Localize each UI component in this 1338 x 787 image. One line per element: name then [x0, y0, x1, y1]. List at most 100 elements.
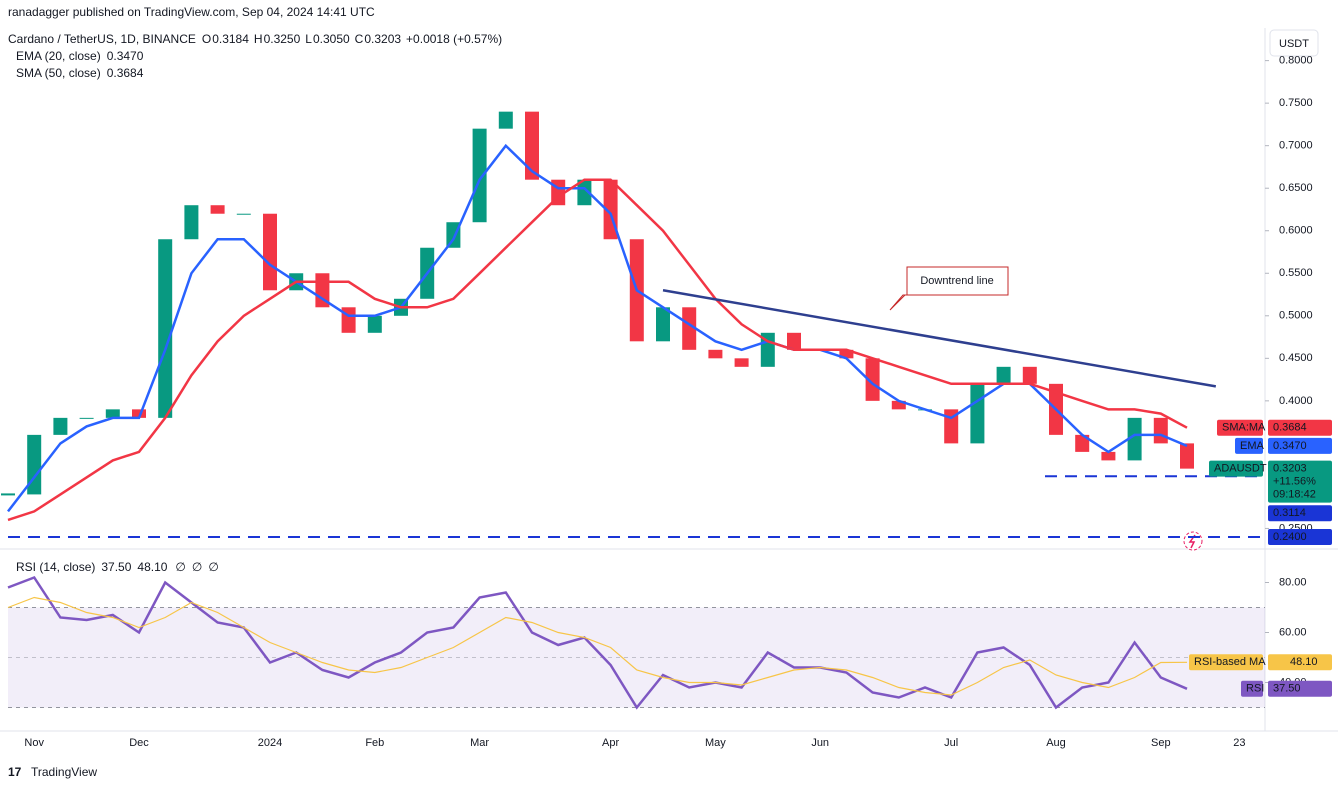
- candle: [1180, 443, 1194, 469]
- symbol-tag-bg: [1209, 460, 1263, 477]
- candle: [158, 239, 173, 418]
- legend-text: C: [355, 32, 364, 46]
- ema-tag-bg: [1235, 437, 1263, 454]
- candle: [105, 409, 120, 418]
- candle: [210, 205, 225, 214]
- x-tick-label: Feb: [365, 737, 384, 749]
- legend-text: SMA (50, close): [16, 66, 101, 80]
- x-tick-label: Nov: [24, 737, 44, 749]
- y-tick-label: 0.5500: [1279, 267, 1313, 279]
- candle: [891, 400, 906, 410]
- ema-tag: EMA: [1240, 440, 1265, 452]
- alert-icon[interactable]: [1183, 531, 1203, 551]
- trendline: [662, 289, 1217, 388]
- legend-text: 37.50: [101, 560, 131, 574]
- candle: [341, 307, 356, 333]
- x-tick-label: 2024: [258, 737, 282, 749]
- price-change: +11.56%: [1273, 476, 1316, 488]
- legend-text: 0.3684: [107, 66, 144, 80]
- sma-tag-bg: [1217, 419, 1263, 436]
- rsi-tag: RSI: [1246, 683, 1264, 695]
- level-value-bg: [1268, 505, 1332, 522]
- rsi-tag-bg: [1241, 680, 1263, 697]
- candle: [1153, 417, 1168, 444]
- sma-tag: SMA:MA: [1222, 422, 1266, 434]
- sma-value: 0.3684: [1273, 422, 1307, 434]
- x-tick-label: May: [705, 737, 726, 749]
- level-value: 0.3114: [1273, 507, 1306, 519]
- candle: [839, 349, 854, 359]
- y-tick-label: 0.4000: [1279, 395, 1313, 407]
- ema-value-bg: [1268, 437, 1332, 454]
- y-tick-label: 0.6500: [1279, 182, 1313, 194]
- candle: [525, 111, 539, 180]
- y-tick-label: 80.00: [1279, 576, 1307, 588]
- candle: [132, 409, 146, 418]
- candle: [263, 213, 277, 291]
- legend-text: EMA (20, close): [16, 49, 101, 63]
- candle: [708, 349, 723, 359]
- alert-bolt: [1188, 534, 1196, 549]
- candle: [53, 417, 68, 435]
- candle: [367, 315, 382, 333]
- sma-value-bg: [1268, 419, 1332, 436]
- currency-button[interactable]: [1269, 29, 1319, 57]
- candle: [970, 383, 985, 444]
- ma-line: [7, 143, 1188, 513]
- callout-box: [889, 266, 1009, 311]
- legend-text: 0.3050: [313, 32, 350, 46]
- candle: [1, 493, 15, 496]
- candle: [787, 332, 801, 350]
- x-tick-label: Dec: [129, 737, 149, 749]
- candle: [865, 358, 880, 401]
- callout-text: Downtrend line: [920, 275, 993, 287]
- symbol-tag: ADAUSDT: [1214, 463, 1267, 475]
- candle: [1101, 451, 1116, 461]
- rsi-ma-value-bg: [1268, 654, 1332, 671]
- rsi-ma-value: 48.10: [1290, 656, 1318, 668]
- candle: [996, 366, 1011, 384]
- ema-value: 0.3470: [1273, 440, 1307, 452]
- legend-text: L: [305, 32, 312, 46]
- publisher: ranadagger published on TradingView.com,…: [8, 5, 375, 19]
- legend-text: 0.3470: [107, 49, 144, 63]
- y-tick-label: 0.5000: [1279, 310, 1313, 322]
- candle: [1022, 366, 1037, 384]
- candle: [577, 179, 592, 206]
- legend-text: H: [254, 32, 263, 46]
- x-tick-label: Mar: [470, 737, 489, 749]
- y-tick-label: 0.7500: [1279, 97, 1313, 109]
- level-value-bg: [1268, 528, 1332, 545]
- candle: [682, 307, 697, 350]
- legend-text: 0.3184: [212, 32, 249, 46]
- legend-text: 48.10: [137, 560, 167, 574]
- level-value: 0.2400: [1273, 531, 1307, 543]
- x-tick-label: Jul: [944, 737, 958, 749]
- legend-text: +0.0018 (+0.57%): [406, 32, 502, 46]
- legend-text: RSI (14, close): [16, 560, 95, 574]
- candle: [1075, 434, 1090, 452]
- rsi-ma-tag: RSI-based MA: [1194, 656, 1266, 668]
- candle: [184, 205, 199, 240]
- candle: [236, 213, 251, 215]
- legend-text: ∅: [192, 560, 202, 574]
- legend-text: ∅: [208, 560, 218, 574]
- countdown: 09:18:42: [1273, 489, 1316, 501]
- candle: [734, 358, 749, 367]
- legend-text: 0.3250: [264, 32, 301, 46]
- logo-mark: 17: [8, 765, 22, 779]
- rsi-value-bg: [1268, 680, 1332, 697]
- legend-text: ∅: [175, 560, 185, 574]
- candle: [656, 307, 670, 342]
- legend-text: 0.3203: [364, 32, 401, 46]
- rsi-line: [7, 575, 1188, 710]
- x-tick-label: Apr: [602, 737, 619, 749]
- candle: [27, 434, 42, 495]
- currency[interactable]: USDT: [1279, 38, 1309, 50]
- ma-line: [7, 178, 1188, 522]
- candle: [79, 417, 94, 419]
- x-tick-label: 23: [1233, 737, 1245, 749]
- rsi-line: [7, 596, 1188, 696]
- x-tick-label: Aug: [1046, 737, 1066, 749]
